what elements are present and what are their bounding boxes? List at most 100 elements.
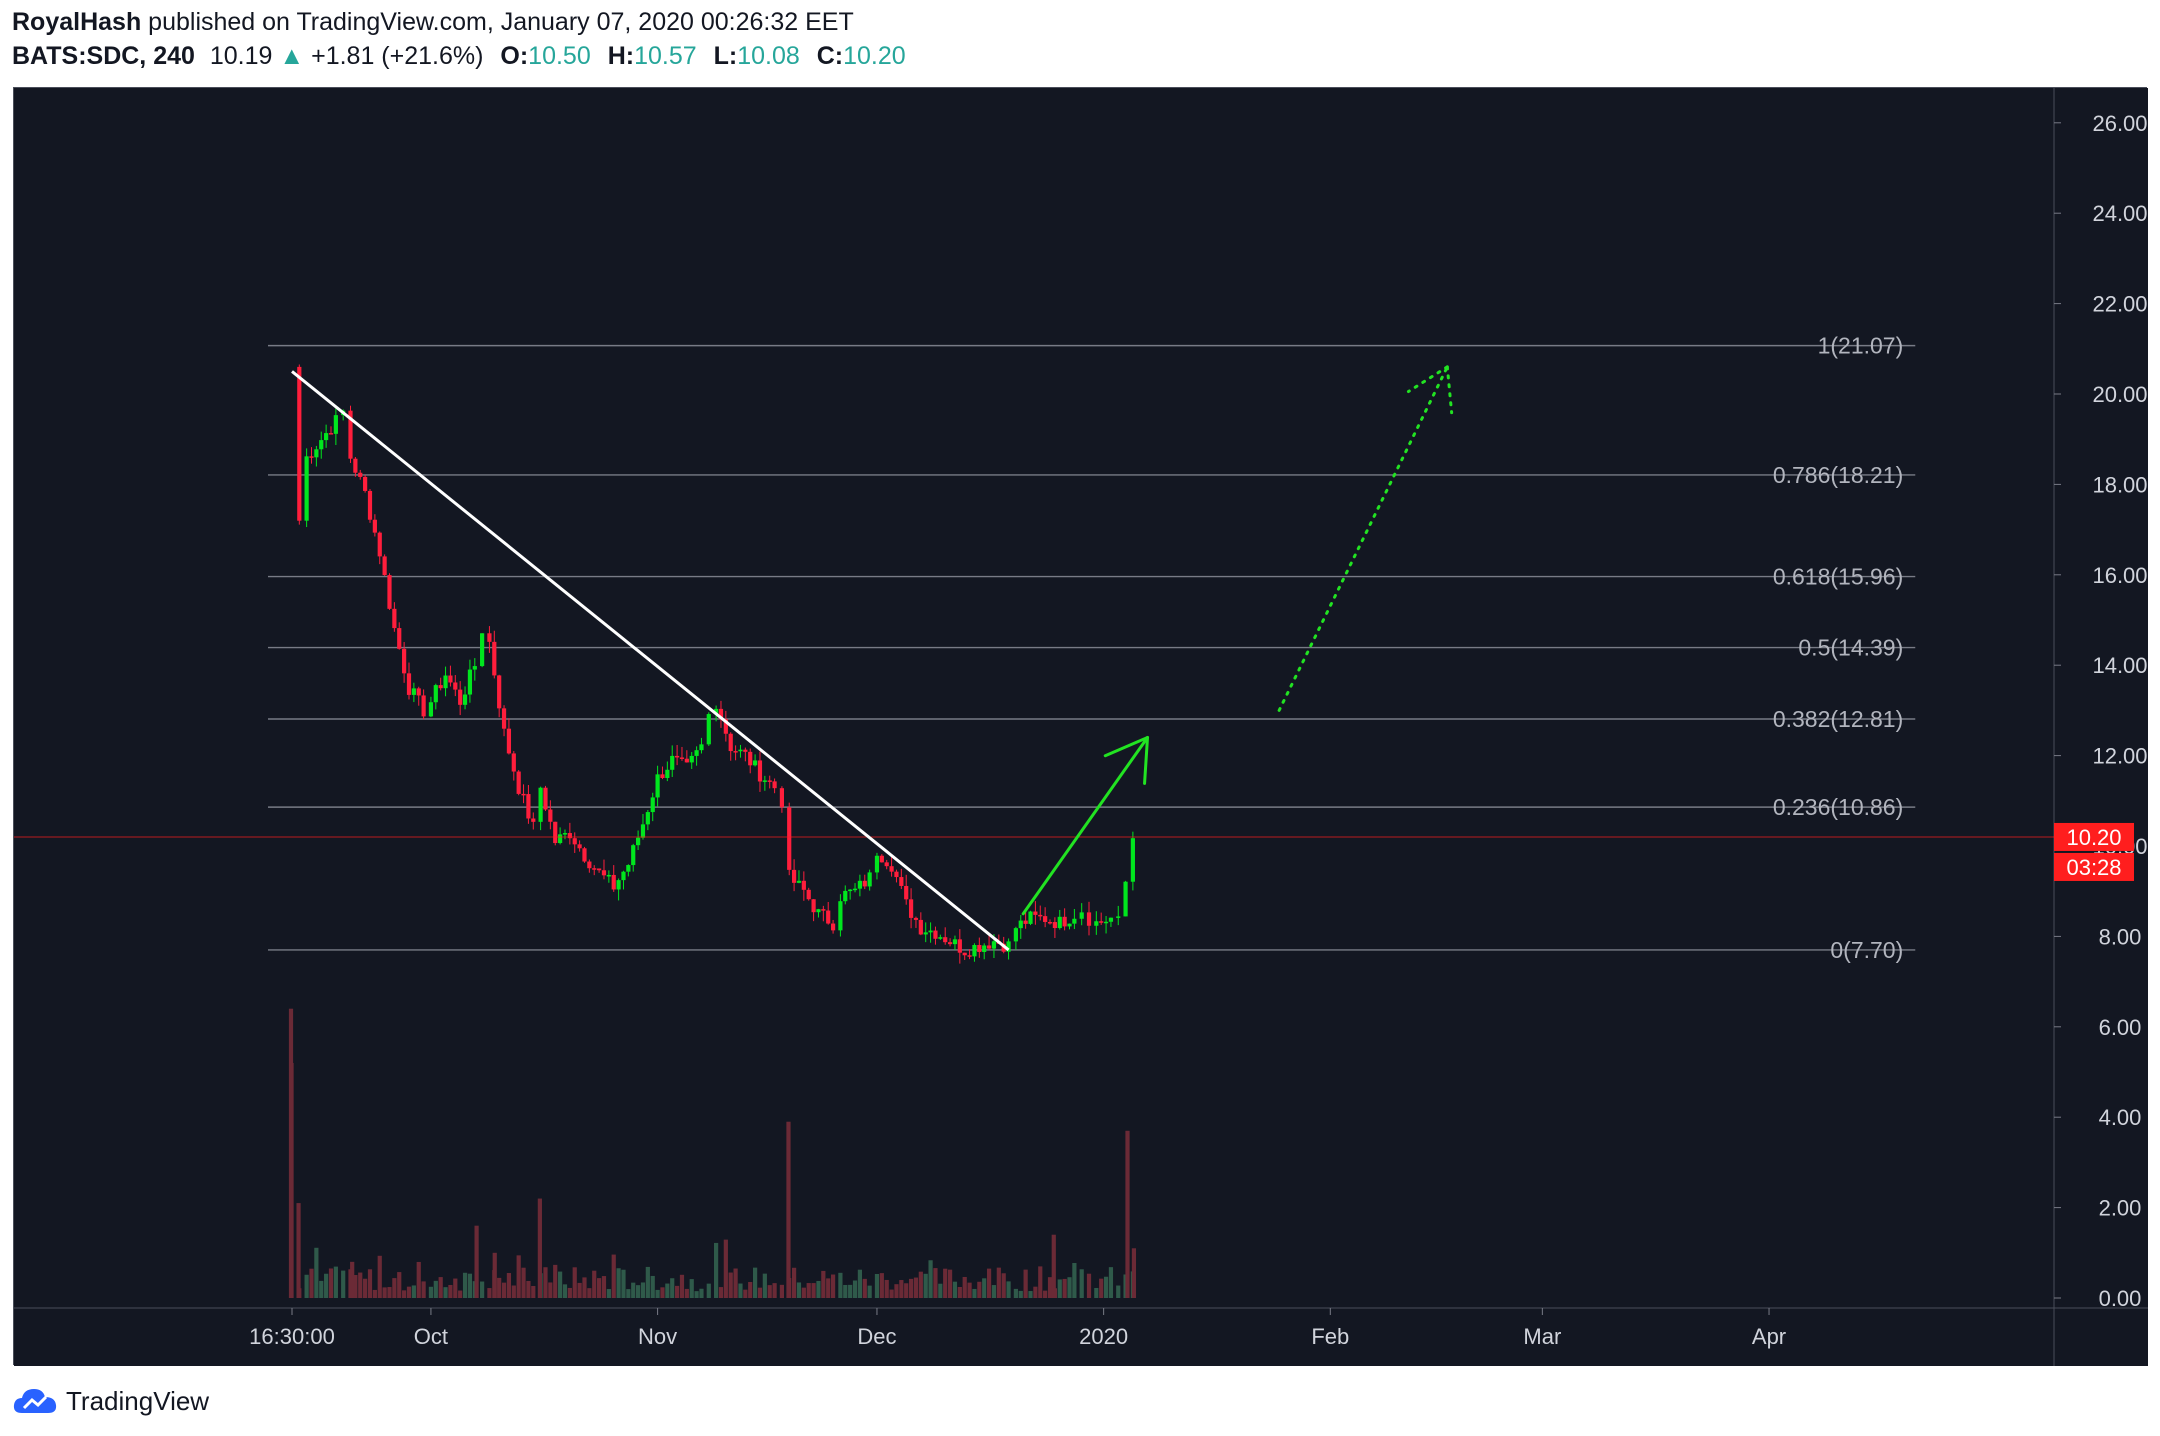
candle-body <box>826 910 831 924</box>
footer-brand[interactable]: TradingView <box>66 1385 210 1416</box>
volume-bar <box>377 1255 382 1298</box>
volume-bar <box>406 1286 412 1298</box>
volume-bar <box>938 1283 943 1298</box>
candle-body <box>733 751 738 753</box>
volume-bar <box>752 1267 758 1298</box>
volume-bar <box>848 1284 853 1298</box>
candle-body <box>689 755 694 763</box>
candle-body <box>562 833 568 835</box>
fib-level-label: 0.786(18.21) <box>1773 462 1903 488</box>
volume-bar <box>304 1274 309 1298</box>
projection-arrow-dotted <box>1277 365 1449 712</box>
tradingview-cloud-icon[interactable] <box>12 1386 58 1416</box>
candle-body <box>548 809 553 822</box>
volume-bar <box>867 1285 872 1298</box>
candle-body <box>816 909 821 913</box>
volume-bar <box>411 1285 416 1298</box>
volume-bar <box>616 1268 621 1298</box>
candle-body <box>621 871 626 881</box>
volume-bar <box>908 1278 914 1298</box>
volume-bar <box>314 1247 319 1298</box>
symbol-label: BATS:SDC, 240 <box>12 42 195 70</box>
candle-body <box>867 872 872 887</box>
candle-body <box>1116 916 1121 918</box>
candle-body <box>587 861 592 869</box>
volume-bar <box>1038 1266 1043 1298</box>
candle-body <box>1028 911 1033 924</box>
candle-body <box>640 824 646 838</box>
volume-bar <box>501 1282 507 1298</box>
footer: TradingView <box>12 1378 209 1424</box>
candle-body <box>511 753 516 772</box>
volume-bar <box>918 1271 923 1298</box>
volume-bar <box>467 1273 473 1298</box>
candle-body <box>806 889 811 900</box>
price-chart[interactable]: 0.002.004.006.008.0010.0012.0014.0016.00… <box>14 88 2148 1366</box>
volume-bar <box>601 1276 607 1298</box>
volume-bar <box>324 1273 329 1298</box>
volume-bar <box>626 1289 631 1298</box>
volume-bar <box>443 1287 448 1298</box>
volume-bar <box>492 1252 497 1298</box>
candle-body <box>319 440 324 450</box>
candle-body <box>904 885 909 900</box>
volume-bar <box>416 1261 421 1298</box>
volume-bar <box>982 1278 987 1298</box>
candle-body <box>402 648 407 674</box>
volume-bar <box>826 1278 831 1298</box>
chart-panel[interactable]: 0.002.004.006.008.0010.0012.0014.0016.00… <box>13 87 2148 1366</box>
volume-bar <box>382 1287 387 1298</box>
close-value: 10.20 <box>843 42 906 70</box>
volume-bar <box>843 1284 848 1298</box>
candle-body <box>674 755 680 758</box>
candle-body <box>894 871 899 878</box>
candle-body <box>421 695 426 717</box>
candle-body <box>487 633 492 642</box>
candle-body <box>699 744 704 751</box>
candle-body <box>1052 922 1057 929</box>
candle-body <box>501 708 507 729</box>
candle-body <box>1108 917 1114 922</box>
candle-body <box>433 685 438 703</box>
candle-body <box>462 694 468 705</box>
candle-body <box>309 456 314 458</box>
volume-bar <box>462 1272 468 1298</box>
arrow-head <box>1143 736 1150 785</box>
price-tick-label: 20.00 <box>2092 382 2147 407</box>
volume-bar <box>923 1273 928 1298</box>
candle-body <box>382 556 387 576</box>
up-triangle-icon: ▲ <box>279 42 305 70</box>
countdown-badge <box>2054 852 2134 881</box>
candle-body <box>884 862 889 867</box>
candle-body <box>706 714 711 745</box>
volume-bar <box>487 1288 492 1298</box>
volume-bar <box>309 1268 314 1298</box>
candle-body <box>679 757 685 759</box>
candle-body <box>811 899 816 913</box>
candle-body <box>848 889 853 892</box>
candle-body <box>428 702 434 717</box>
volume-bar <box>582 1277 587 1298</box>
candle-body <box>297 366 302 521</box>
candle-body <box>480 633 485 667</box>
current-price-label: 10.20 <box>2066 825 2121 850</box>
price-tick-label: 12.00 <box>2092 744 2147 769</box>
volume-bar <box>801 1287 806 1298</box>
trendline <box>291 370 1010 952</box>
time-tick-label: 2020 <box>1079 1324 1128 1349</box>
volume-bar <box>328 1268 334 1298</box>
volume-bar <box>358 1272 363 1298</box>
price-tick-label: 0.00 <box>2099 1286 2142 1311</box>
candle-body <box>972 944 977 957</box>
time-tick-label: 16:30:00 <box>249 1324 335 1349</box>
volume-bar <box>852 1280 858 1298</box>
candle-body <box>928 930 933 933</box>
volume-bar <box>928 1260 933 1298</box>
open-label: O: <box>500 42 529 70</box>
candle-body <box>762 780 767 782</box>
candle-body <box>1033 911 1038 915</box>
volume-bar <box>558 1271 563 1298</box>
volume-bar <box>1116 1285 1121 1298</box>
author-name[interactable]: RoyalHash <box>12 8 142 36</box>
candle-body <box>1062 916 1067 927</box>
